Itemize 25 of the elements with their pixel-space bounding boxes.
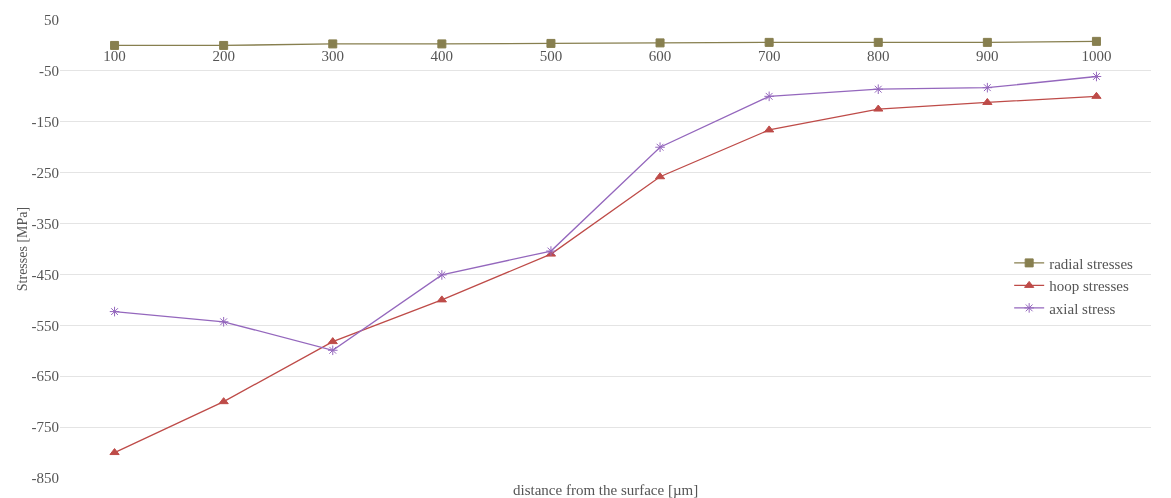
y-tick-label: -550 bbox=[31, 317, 59, 334]
x-tick-label: 300 bbox=[321, 48, 344, 65]
x-tick-label: 700 bbox=[757, 48, 781, 65]
x-tick-label: 200 bbox=[212, 48, 235, 65]
x-tick-label: 800 bbox=[867, 48, 890, 65]
y-tick-label: -750 bbox=[31, 419, 59, 436]
legend-label: axial stress bbox=[1049, 300, 1116, 317]
y-tick-label: -850 bbox=[31, 470, 59, 487]
y-tick-label: -650 bbox=[31, 368, 59, 385]
legend-label: radial stresses bbox=[1049, 255, 1134, 272]
y-tick-label: -250 bbox=[31, 164, 59, 181]
x-axis-title: distance from the surface [µm] bbox=[513, 482, 699, 498]
y-tick-label: -450 bbox=[31, 266, 59, 283]
x-tick-label: 900 bbox=[976, 48, 999, 65]
x-tick-label: 400 bbox=[430, 48, 454, 65]
x-tick-label: 1000 bbox=[1081, 48, 1112, 65]
y-tick-label: -350 bbox=[31, 215, 59, 232]
y-tick-label: -50 bbox=[39, 63, 59, 80]
x-tick-label: 100 bbox=[103, 48, 126, 65]
y-axis-title: Stresses [MPa] bbox=[15, 206, 31, 292]
x-tick-label: 500 bbox=[539, 48, 563, 65]
legend-label: hoop stresses bbox=[1049, 278, 1129, 295]
y-tick-label: 50 bbox=[44, 12, 59, 29]
x-tick-label: 600 bbox=[648, 48, 672, 65]
y-tick-label: -150 bbox=[31, 114, 59, 131]
